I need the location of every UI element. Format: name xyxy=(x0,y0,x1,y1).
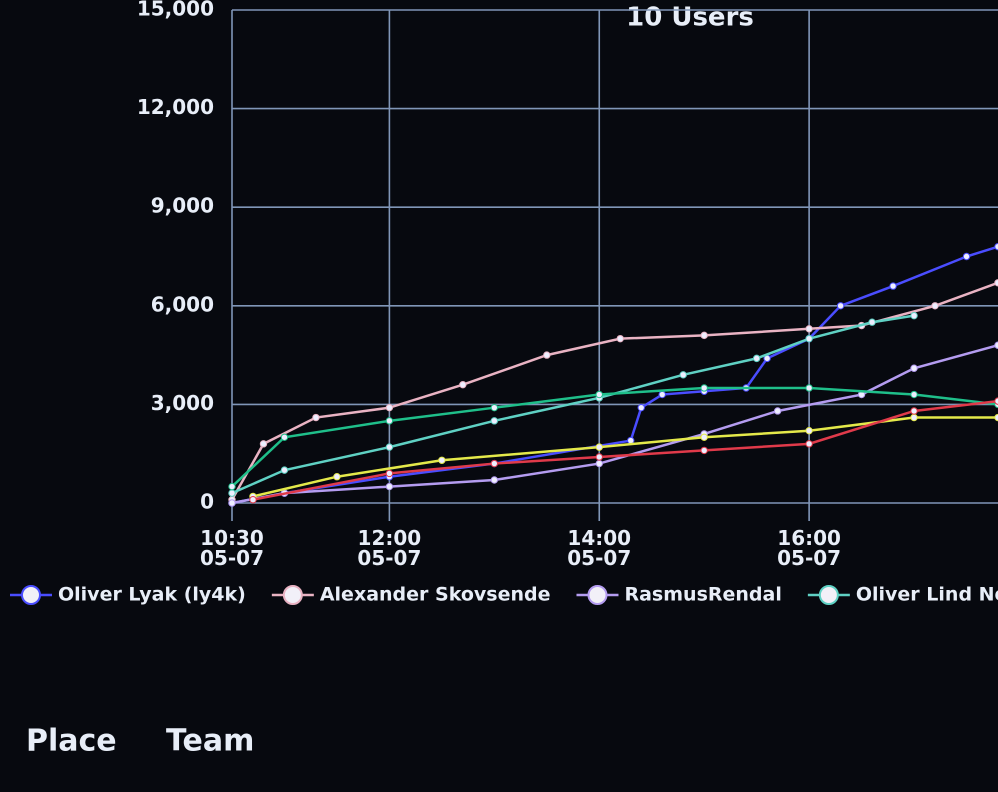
series-line xyxy=(252,416,998,498)
point xyxy=(700,433,708,441)
point xyxy=(910,364,918,372)
legend-label: RasmusRendal xyxy=(624,584,781,606)
point xyxy=(805,440,813,448)
point xyxy=(595,443,603,451)
table-header: Place xyxy=(26,724,117,759)
series-line xyxy=(231,314,915,495)
point xyxy=(385,469,394,478)
point xyxy=(910,390,918,399)
legend-marker xyxy=(21,585,41,605)
legend-marker xyxy=(282,585,303,605)
point xyxy=(249,496,257,504)
point xyxy=(385,403,394,412)
point xyxy=(700,446,708,455)
point xyxy=(385,482,394,491)
point xyxy=(700,384,708,392)
legend-label: Oliver Lind Nordest xyxy=(856,584,998,606)
y-tick-label: 6,000 xyxy=(151,292,214,316)
point xyxy=(805,384,813,392)
point xyxy=(385,417,394,425)
point xyxy=(679,371,687,379)
point xyxy=(962,252,971,261)
y-tick-label: 15,000 xyxy=(137,0,214,21)
point xyxy=(228,482,236,491)
point xyxy=(312,413,320,422)
x-tick-label: 12:00 05-07 xyxy=(357,526,421,570)
point xyxy=(459,380,467,389)
point xyxy=(910,413,918,422)
point xyxy=(595,459,603,468)
legend-label: Alexander Skovsende xyxy=(320,584,551,606)
y-tick-label: 0 xyxy=(200,490,214,514)
point xyxy=(595,390,603,399)
point xyxy=(752,354,761,363)
point xyxy=(805,334,813,343)
point xyxy=(700,331,708,340)
point xyxy=(490,417,499,425)
point xyxy=(228,489,236,497)
point xyxy=(490,459,499,468)
point xyxy=(836,302,845,310)
point xyxy=(280,433,289,441)
point xyxy=(889,282,897,290)
point xyxy=(259,440,268,448)
point xyxy=(805,426,813,435)
table-header: Team xyxy=(166,724,254,759)
legend-marker xyxy=(818,585,839,605)
point xyxy=(280,466,289,474)
point xyxy=(805,325,813,333)
series-line xyxy=(252,399,998,501)
point xyxy=(773,407,782,415)
x-tick-label: 10:30 05-07 xyxy=(200,526,264,570)
series-line xyxy=(231,344,998,505)
point xyxy=(595,453,603,461)
point xyxy=(931,302,939,310)
point xyxy=(490,476,499,484)
y-tick-label: 3,000 xyxy=(151,391,214,415)
point xyxy=(868,318,876,326)
point xyxy=(910,407,918,415)
point xyxy=(333,473,341,481)
point xyxy=(228,499,236,507)
legend-marker xyxy=(587,585,608,605)
legend-label: Oliver Lyak (ly4k) xyxy=(58,584,246,606)
point xyxy=(385,443,394,451)
point xyxy=(910,311,918,320)
x-tick-label: 14:00 05-07 xyxy=(567,526,631,570)
point xyxy=(543,351,551,359)
y-tick-label: 12,000 xyxy=(137,95,214,119)
point xyxy=(490,403,499,412)
point xyxy=(616,334,624,343)
point xyxy=(438,456,446,464)
x-tick-label: 16:00 05-07 xyxy=(777,526,841,570)
point xyxy=(658,390,666,399)
chart-title: 10 Users xyxy=(626,3,754,33)
point xyxy=(637,403,645,412)
y-tick-label: 9,000 xyxy=(151,194,214,218)
